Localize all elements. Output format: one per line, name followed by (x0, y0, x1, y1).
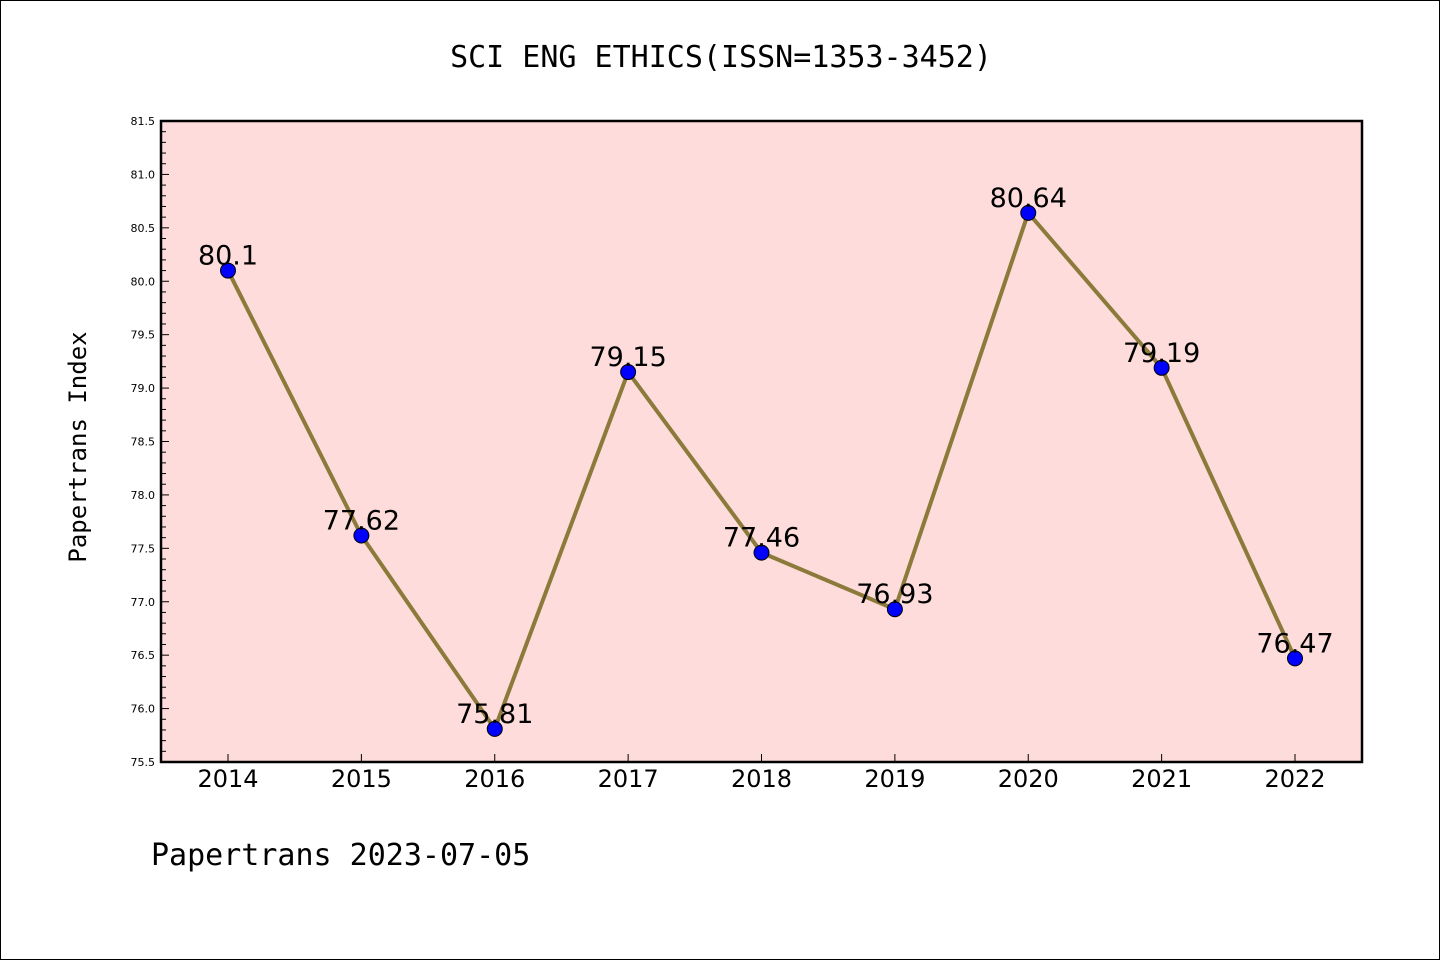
data-label: 76.47 (1256, 628, 1333, 659)
data-point (1287, 650, 1303, 667)
y-tick-label: 78.0 (131, 489, 156, 502)
data-label: 80.64 (990, 183, 1067, 214)
data-point (486, 720, 503, 737)
y-tick-label: 76.5 (131, 649, 156, 662)
y-tick-label: 79.5 (131, 329, 156, 342)
y-tick-label: 80.5 (131, 222, 156, 235)
y-tick-label: 78.5 (131, 436, 156, 449)
y-tick-label: 76.0 (131, 703, 156, 716)
x-axis-ticks: 2014 2015 2016 2017 2018 2019 2020 2021 2022 (197, 754, 1326, 793)
y-tick-label: 77.0 (131, 596, 156, 609)
data-point (353, 527, 370, 544)
series-layer: 80.1 77.62 75.81 79.15 77.46 76.93 80.64 79.19 7… (198, 183, 1334, 737)
x-tick-label: 2015 (331, 765, 392, 793)
data-label: 79.15 (589, 342, 666, 373)
x-tick-label: 2022 (1264, 765, 1325, 793)
data-point (1020, 204, 1037, 221)
data-point (220, 262, 236, 279)
y-tick-label: 77.5 (131, 542, 156, 555)
x-tick-label: 2020 (998, 765, 1059, 793)
chart-title: SCI ENG ETHICS(ISSN=1353-3452) (450, 40, 992, 75)
y-tick-label: 79.0 (131, 382, 156, 395)
footer-text: Papertrans 2023-07-05 (151, 838, 530, 873)
data-point (620, 364, 637, 381)
y-axis-ticks: 75.5 76.0 76.5 77.0 77.5 78.0 78.5 79.0 79.5 80.0… (131, 115, 169, 769)
x-tick-label: 2016 (464, 765, 525, 793)
x-tick-label: 2019 (864, 765, 925, 793)
data-point (886, 601, 903, 618)
plot-area (161, 121, 1362, 762)
data-label: 77.46 (723, 523, 800, 554)
data-point (753, 544, 770, 561)
plot-frame (159, 119, 1364, 764)
y-axis-label: Papertrans Index (64, 331, 92, 562)
data-point (1153, 359, 1170, 376)
x-tick-label: 2018 (731, 765, 792, 793)
x-tick-label: 2021 (1131, 765, 1192, 793)
data-label: 79.19 (1123, 338, 1200, 369)
x-tick-label: 2014 (197, 765, 258, 793)
data-label: 76.93 (856, 579, 933, 610)
data-label: 77.62 (323, 506, 400, 537)
y-tick-label: 81.5 (131, 115, 156, 128)
y-tick-label: 75.5 (131, 756, 156, 769)
data-label: 75.81 (456, 699, 533, 730)
data-label: 80.1 (198, 241, 258, 272)
x-tick-label: 2017 (598, 765, 659, 793)
y-tick-label: 81.0 (131, 168, 156, 181)
y-tick-label: 80.0 (131, 275, 156, 288)
